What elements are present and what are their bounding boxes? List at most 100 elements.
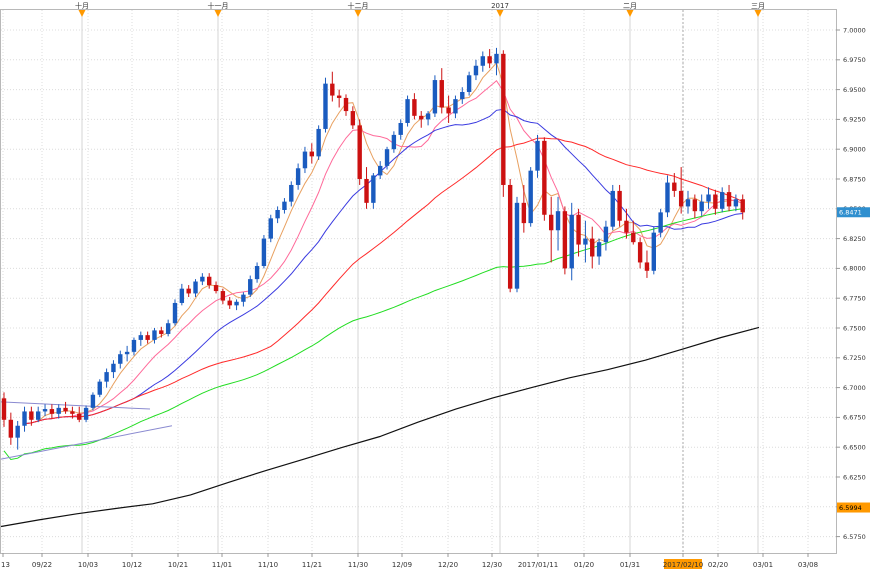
price-tags: 6.8471 6.5994 xyxy=(837,207,870,513)
candle-body xyxy=(391,134,397,150)
candle-body xyxy=(658,212,663,233)
candle-body xyxy=(15,425,20,438)
x-tick-label: 12/20 xyxy=(438,561,458,569)
ma250-line xyxy=(0,326,760,528)
long-ma-tag: 6.5994 xyxy=(839,504,862,512)
candle-body xyxy=(213,285,219,292)
candle-body xyxy=(535,140,540,171)
y-tick-label: 6.9000 xyxy=(843,146,866,154)
x-tick-label: 12/09 xyxy=(392,561,412,569)
x-tick-label: 12/30 xyxy=(482,561,502,569)
month-markers: 十月 十一月 十二月 2017 二月 三月 xyxy=(75,1,765,17)
candle-body xyxy=(460,91,465,100)
candle-body xyxy=(104,372,109,382)
trendline-upper xyxy=(0,401,151,410)
candle-body xyxy=(248,279,253,295)
candle-body xyxy=(720,192,725,209)
candle-body xyxy=(692,199,698,212)
candle-body xyxy=(699,201,704,212)
candle-body xyxy=(63,407,68,412)
candle-body xyxy=(672,182,677,191)
candle-body xyxy=(234,301,239,306)
ma120-line xyxy=(3,208,743,461)
candle-body xyxy=(227,300,232,306)
candle-body xyxy=(412,99,417,116)
candle-body xyxy=(644,262,650,271)
candle-body xyxy=(56,407,61,414)
candle-body xyxy=(678,190,684,207)
candle-body xyxy=(466,75,472,92)
plot-area xyxy=(0,9,837,554)
candle-body xyxy=(145,335,150,340)
candle-body xyxy=(419,115,424,120)
month-label: 十月 xyxy=(75,1,89,10)
candle-body xyxy=(487,56,492,64)
month-label: 三月 xyxy=(751,2,765,10)
candle-body xyxy=(555,211,561,231)
candle-body xyxy=(425,113,431,120)
ma20-line xyxy=(24,108,743,425)
candle-body xyxy=(405,99,410,123)
y-tick-label: 6.6500 xyxy=(843,444,866,452)
candle-body xyxy=(562,211,568,269)
candle-body xyxy=(350,111,356,126)
candle-body xyxy=(261,238,267,267)
trendline-lower xyxy=(0,425,173,460)
ma60-line xyxy=(24,137,743,425)
candle-body xyxy=(70,411,75,414)
candle-body xyxy=(42,409,48,412)
candle-body xyxy=(282,201,287,210)
month-marker-arrow xyxy=(626,10,634,17)
candle-body xyxy=(111,363,116,373)
month-label: 十一月 xyxy=(208,1,229,10)
month-marker-arrow xyxy=(496,10,504,17)
x-tick-label: 01/20 xyxy=(574,561,594,569)
candle-body xyxy=(357,125,362,179)
last-price-tag-bg xyxy=(837,207,870,218)
x-tick-label: 03/08 xyxy=(798,561,818,569)
candle-body xyxy=(576,214,581,245)
candle-body xyxy=(603,226,609,243)
candle-body xyxy=(507,184,513,289)
x-tick-label: 09/22 xyxy=(32,561,52,569)
candle-body xyxy=(118,354,123,364)
candle-body xyxy=(207,276,212,286)
month-label: 2017 xyxy=(491,2,509,10)
candle-body xyxy=(378,165,383,176)
candle-body xyxy=(528,170,533,224)
month-marker-arrow xyxy=(78,10,86,17)
candle-body xyxy=(302,151,308,169)
candle-body xyxy=(514,202,520,289)
candle-body xyxy=(637,242,643,263)
candle-body xyxy=(268,218,273,239)
candle-body xyxy=(138,335,143,340)
y-tick-label: 6.7750 xyxy=(843,295,866,303)
y-tick-label: 6.7250 xyxy=(843,354,866,362)
candle-body xyxy=(165,323,171,334)
y-tick-label: 6.8000 xyxy=(843,265,866,273)
candle-body xyxy=(1,398,7,420)
candle-body xyxy=(371,175,376,203)
x-axis: 13 09/22 10/03 10/12 10/21 11/01 11/10 11/21 11/… xyxy=(1,553,818,569)
x-tick-label: 10/21 xyxy=(168,561,188,569)
candle-body xyxy=(624,220,629,233)
candle-body xyxy=(77,413,82,420)
candle-body xyxy=(323,83,328,129)
grid-lines xyxy=(1,10,836,553)
candle-body xyxy=(398,122,403,135)
moving-average-lines xyxy=(0,61,760,528)
candle-body xyxy=(200,276,205,282)
y-tick-label: 6.6750 xyxy=(843,414,866,422)
last-price-tag: 6.8471 xyxy=(839,209,862,217)
candle-body xyxy=(49,409,55,414)
candle-body xyxy=(172,302,178,324)
candle-body xyxy=(330,83,335,96)
candle-body xyxy=(8,419,14,438)
candle-body xyxy=(706,194,711,202)
candle-body xyxy=(726,192,732,207)
y-tick-label: 7.0000 xyxy=(843,26,866,34)
candle-body xyxy=(596,242,602,257)
ma5-line xyxy=(24,61,743,425)
candles xyxy=(1,47,745,450)
